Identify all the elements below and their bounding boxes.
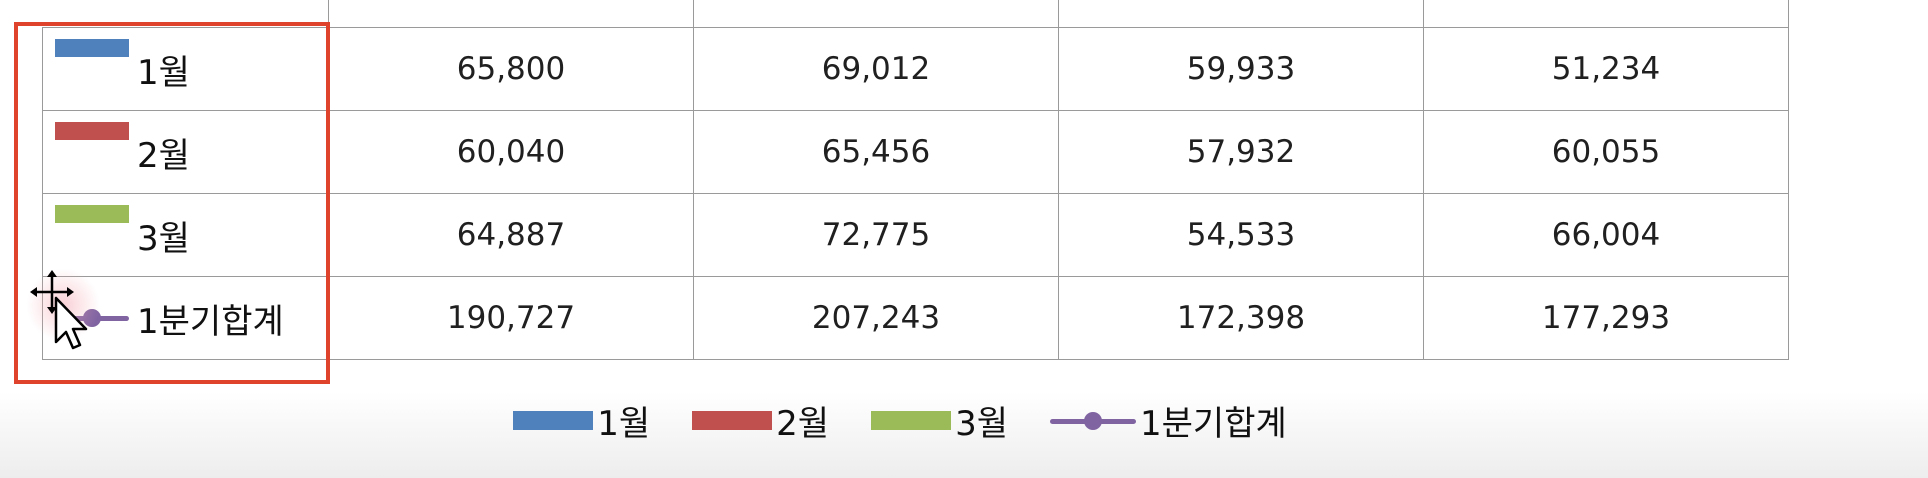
- chart-area-bottom: [0, 392, 1928, 478]
- row-legend-key[interactable]: 2월: [42, 110, 329, 194]
- legend-swatch: [513, 411, 594, 430]
- table-cell: 72,775: [693, 193, 1059, 277]
- table-cell: 207,243: [693, 276, 1059, 360]
- column-header: [693, 0, 1059, 28]
- table-row: 1분기합계 190,727 207,243 172,398 177,293: [42, 276, 1789, 360]
- row-legend-key[interactable]: 3월: [42, 193, 329, 277]
- table-cell: 66,004: [1423, 193, 1789, 277]
- table-cell: 64,887: [328, 193, 694, 277]
- legend-swatch: [692, 411, 773, 430]
- row-label: 1분기합계: [137, 301, 284, 342]
- legend-label: 2월: [776, 404, 830, 444]
- legend-item[interactable]: 3월: [871, 396, 1008, 445]
- series-swatch: [55, 204, 129, 223]
- series-line-swatch: [55, 308, 129, 328]
- table-cell: 54,533: [1058, 193, 1424, 277]
- table-cell: 172,398: [1058, 276, 1424, 360]
- table-header-row: [42, 0, 1789, 28]
- legend-label: 3월: [955, 404, 1008, 444]
- chart-data-table[interactable]: 1월 65,800 69,012 59,933 51,234 2월 60,040…: [42, 0, 1789, 360]
- column-header: [1058, 0, 1424, 28]
- row-label: 2월: [137, 135, 190, 176]
- series-swatch: [55, 38, 129, 57]
- table-cell: 59,933: [1058, 27, 1424, 111]
- table-cell: 51,234: [1423, 27, 1789, 111]
- legend-label: 1분기합계: [1140, 404, 1287, 444]
- table-cell: 65,456: [693, 110, 1059, 194]
- row-label: 1월: [137, 52, 190, 93]
- table-cell: 69,012: [693, 27, 1059, 111]
- chart-legend[interactable]: 1월 2월 3월 1분기합계: [0, 396, 1800, 445]
- table-row: 1월 65,800 69,012 59,933 51,234: [42, 27, 1789, 111]
- column-header: [1423, 0, 1789, 28]
- legend-item[interactable]: 1분기합계: [1050, 396, 1287, 445]
- series-marker: [83, 309, 101, 327]
- table-cell: 177,293: [1423, 276, 1789, 360]
- legend-item[interactable]: 2월: [692, 396, 829, 445]
- row-label: 3월: [137, 218, 190, 259]
- table-row: 3월 64,887 72,775 54,533 66,004: [42, 193, 1789, 277]
- table-row: 2월 60,040 65,456 57,932 60,055: [42, 110, 1789, 194]
- legend-label: 1월: [597, 404, 651, 444]
- legend-swatch: [871, 411, 952, 430]
- table-cell: 60,055: [1423, 110, 1789, 194]
- table-cell: 60,040: [328, 110, 694, 194]
- column-header: [328, 0, 694, 28]
- table-cell: 57,932: [1058, 110, 1424, 194]
- table-cell: 65,800: [328, 27, 694, 111]
- row-legend-key[interactable]: 1월: [42, 27, 329, 111]
- legend-item[interactable]: 1월: [513, 396, 650, 445]
- row-legend-key[interactable]: 1분기합계: [42, 276, 329, 360]
- series-swatch: [55, 121, 129, 140]
- legend-line-swatch: [1050, 411, 1136, 431]
- legend-marker: [1084, 411, 1102, 430]
- table-cell: 190,727: [328, 276, 694, 360]
- table-corner-cell: [42, 0, 329, 28]
